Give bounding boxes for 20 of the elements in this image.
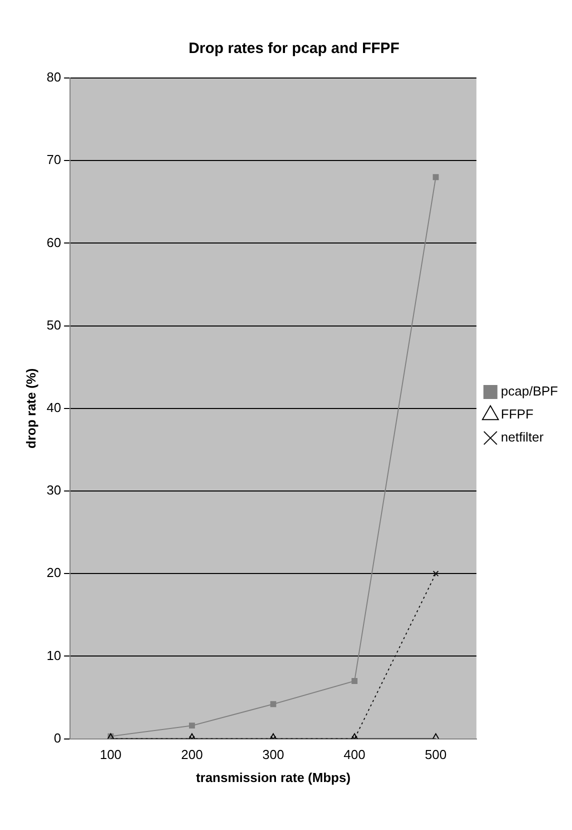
y-tick-label: 60: [46, 234, 62, 250]
x-tick-label: 100: [100, 747, 122, 762]
legend-label: netfilter: [500, 430, 544, 445]
y-tick-label: 10: [46, 648, 62, 663]
y-tick-label: 20: [46, 565, 62, 580]
legend-label: pcap/BPF: [500, 384, 558, 399]
y-tick-label: 30: [46, 482, 62, 498]
x-tick-label: 300: [262, 747, 284, 762]
y-tick-label: 50: [46, 317, 62, 332]
chart-title: Drop rates for pcap and FFPF: [188, 40, 400, 58]
y-tick-label: 80: [46, 70, 62, 85]
x-tick-label: 400: [344, 747, 366, 762]
y-tick-label: 70: [46, 152, 62, 168]
legend-label: FFPF: [500, 406, 534, 422]
y-axis-title: drop rate (%): [23, 368, 38, 448]
x-axis-title: transmission rate (Mbps): [196, 770, 351, 785]
y-tick-label: 40: [46, 400, 62, 415]
y-tick-label: 0: [54, 730, 62, 746]
x-tick-label: 500: [424, 747, 447, 762]
x-tick-label: 200: [181, 747, 203, 762]
